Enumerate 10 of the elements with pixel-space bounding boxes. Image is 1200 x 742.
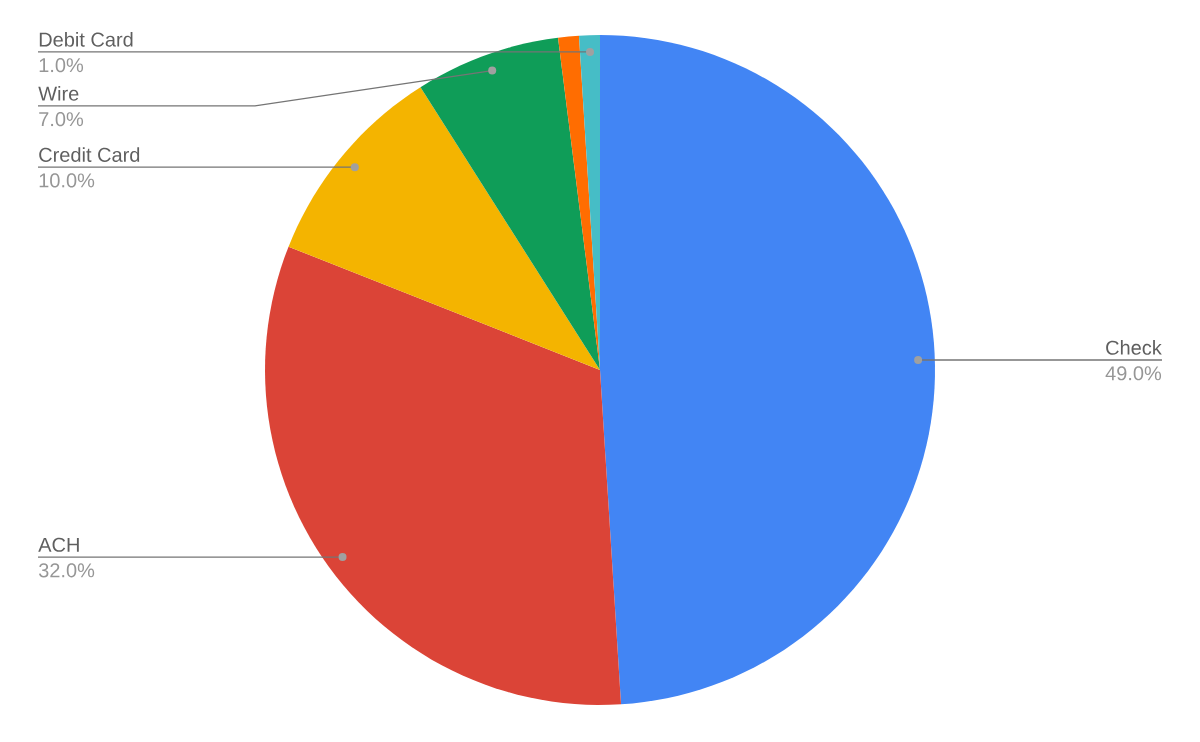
slice-label: Wire bbox=[38, 86, 79, 101]
data-label: 10.0% bbox=[39, 173, 95, 188]
slice-label: Check bbox=[1106, 340, 1162, 355]
data-label: 32.0% bbox=[38, 563, 95, 578]
slice-label: ACH bbox=[38, 537, 79, 552]
data-label: 49.0% bbox=[1105, 366, 1162, 381]
slice-label: Credit Card bbox=[39, 147, 140, 162]
slice-label: Debit Card bbox=[39, 32, 133, 47]
data-label: 1.0% bbox=[39, 58, 84, 73]
data-label: 7.0% bbox=[39, 112, 84, 127]
